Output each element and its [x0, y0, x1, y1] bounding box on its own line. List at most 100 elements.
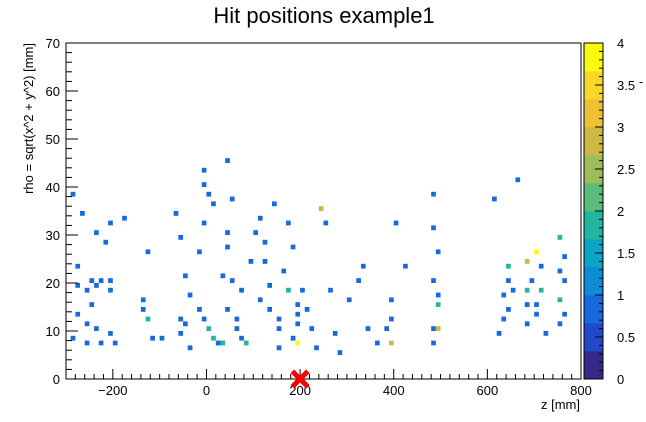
heatmap-bin	[239, 287, 244, 293]
heatmap-bin	[384, 326, 390, 331]
colorbar-tick-label: 0	[617, 372, 624, 387]
heatmap-bin	[389, 297, 394, 303]
heatmap-bin	[318, 206, 324, 211]
x-tick-label: 400	[383, 383, 405, 398]
heatmap-bin	[225, 307, 230, 312]
heatmap-bin	[286, 220, 291, 226]
heatmap-bin	[557, 297, 563, 303]
heatmap-bin	[108, 278, 113, 283]
heatmap-bin	[332, 331, 338, 336]
heatmap-bin	[309, 326, 315, 331]
heatmap-bin	[431, 326, 436, 331]
heatmap-bin	[431, 340, 436, 346]
heatmap-bin	[229, 196, 235, 202]
heatmap-bin	[201, 316, 207, 322]
heatmap-bin	[215, 340, 221, 346]
heatmap-bin	[295, 321, 301, 327]
heatmap-bin	[197, 307, 202, 312]
heatmap-bin	[492, 196, 497, 202]
heatmap-bin	[234, 316, 240, 322]
colorbar-tick-label: 4	[617, 36, 624, 51]
colorbar-segment	[584, 43, 603, 72]
heatmap-bin	[80, 211, 85, 216]
heatmap-bin	[187, 292, 193, 298]
heatmap-bin	[94, 230, 99, 235]
colorbar-segment	[584, 351, 603, 380]
colorbar-tick-label: 2.5	[617, 162, 635, 177]
plot-frame	[65, 42, 582, 380]
heatmap-bin	[524, 302, 530, 307]
colorbar-segment	[584, 155, 603, 184]
heatmap-bin	[267, 283, 272, 288]
heatmap-bin	[140, 307, 146, 312]
heatmap-bin	[323, 220, 329, 226]
heatmap-bin	[225, 158, 230, 163]
heatmap-bin	[178, 235, 184, 240]
marker-stroke	[290, 369, 310, 389]
heatmap-bin	[239, 335, 244, 341]
heatmap-bin	[267, 307, 272, 312]
heatmap-bin	[145, 249, 151, 255]
heatmap-bin	[290, 244, 296, 250]
heatmap-bin	[435, 302, 441, 307]
heatmap-bin	[506, 278, 511, 283]
heatmap-bin	[431, 278, 436, 283]
heatmap-bin	[337, 350, 343, 355]
heatmap-bin	[145, 316, 151, 322]
heatmap-bin	[281, 268, 287, 274]
heatmap-bin	[206, 326, 212, 331]
heatmap-bin	[290, 335, 296, 341]
heatmap-bin	[234, 326, 240, 331]
heatmap-bin	[506, 263, 511, 269]
heatmap-bin	[201, 182, 207, 187]
colorbar-segment	[584, 127, 603, 156]
colorbar-tick-label: 3.5	[617, 78, 635, 93]
heatmap-bin	[393, 220, 399, 226]
heatmap-bin	[178, 331, 184, 336]
heatmap-bin	[211, 335, 216, 341]
heatmap-bin	[501, 316, 507, 322]
heatmap-bin	[276, 316, 282, 322]
heatmap-bin	[253, 230, 258, 235]
heatmap-bin	[295, 302, 301, 307]
heatmap-bin	[257, 297, 263, 303]
heatmap-bin	[211, 201, 216, 207]
heatmap-bin	[84, 321, 90, 327]
heatmap-bin	[403, 263, 408, 269]
heatmap-bin	[140, 297, 146, 303]
colorbar-tick-label: 3	[617, 120, 624, 135]
colorbar: 0 0.5 1 1.5 2 2.5 3 3.5 4 -	[583, 36, 643, 387]
y-axis-label: rho = sqrt(x^2 + y^2) [mm]	[21, 43, 36, 194]
y-tick-label: 30	[46, 228, 60, 243]
heatmap-bin	[173, 211, 179, 216]
heatmap-bin	[187, 345, 193, 351]
heatmap-bin	[538, 287, 544, 293]
heatmap-bin	[314, 345, 319, 351]
chart-title: Hit positions example1	[213, 3, 434, 28]
heatmap-bin	[178, 316, 184, 322]
heatmap-bin	[183, 273, 188, 279]
heatmap-bin	[534, 302, 539, 307]
colorbar-tick-label: 1	[617, 288, 624, 303]
heatmap-bin	[524, 287, 530, 293]
heatmap-bin	[515, 177, 521, 183]
heatmap-bin	[112, 340, 118, 346]
heatmap-bin	[328, 287, 333, 293]
heatmap-bin	[431, 225, 436, 231]
heatmap-bin	[365, 326, 371, 331]
y-tick-label: 20	[46, 276, 60, 291]
heatmap-bin	[206, 191, 212, 197]
colorbar-segment	[584, 267, 603, 296]
heatmap-bin	[389, 340, 394, 346]
colorbar-tick-label: 2	[617, 204, 624, 219]
marker-layer	[290, 369, 310, 389]
heatmap-bin	[360, 263, 366, 269]
heatmap-bin	[197, 249, 202, 255]
colorbar-tick-label: 1.5	[617, 246, 635, 261]
heatmap-bin	[229, 278, 235, 283]
x-tick-label: −200	[98, 383, 127, 398]
heatmap-bin	[75, 283, 81, 288]
heatmap-bin	[220, 273, 226, 279]
